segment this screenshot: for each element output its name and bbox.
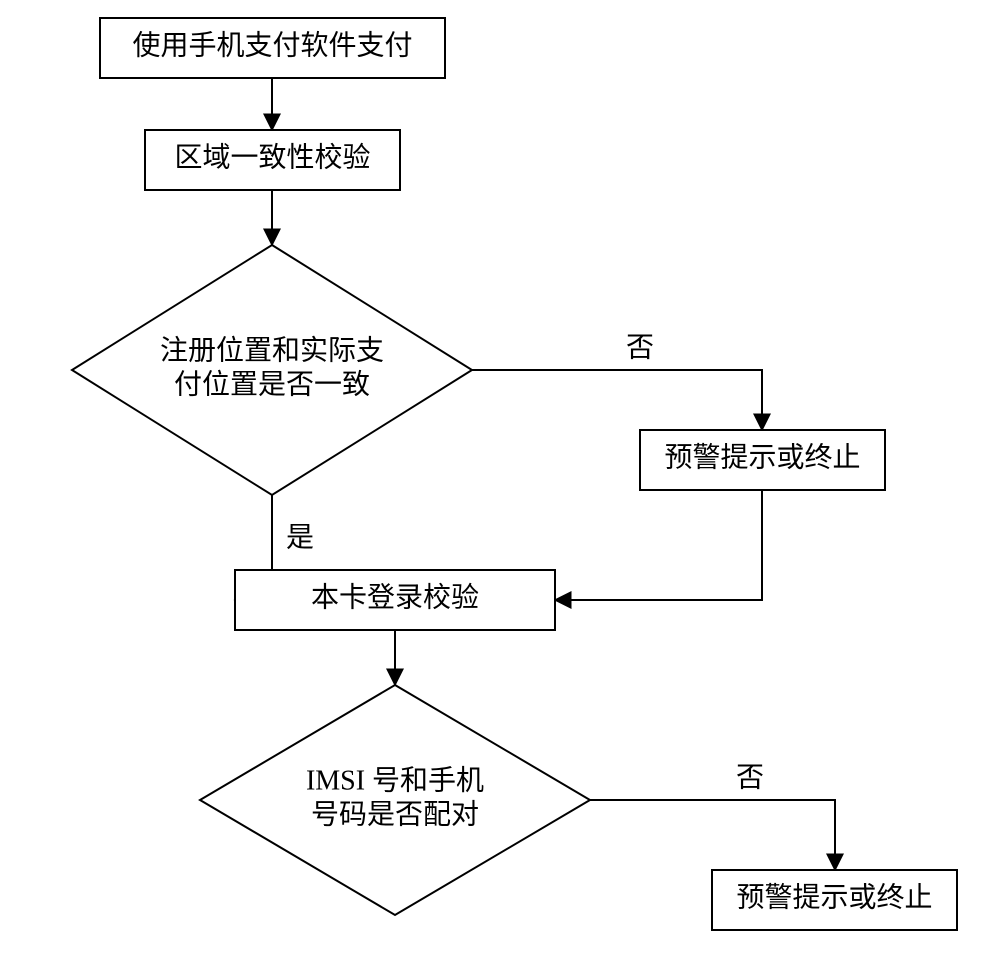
node-region_check-text-line-0: 区域一致性校验 (174, 141, 370, 173)
node-imsi_match-text-line-0: IMSI 号和手机 (306, 764, 484, 796)
node-warn1: 预警提示或终止 (640, 430, 885, 490)
node-card_check-text-line-0: 本卡登录校验 (311, 581, 479, 613)
edge-label-imsi_match-to-warn2: 否 (736, 762, 764, 793)
node-region_check: 区域一致性校验 (145, 130, 400, 190)
node-imsi_match-text-line-1: 号码是否配对 (311, 798, 479, 830)
node-start: 使用手机支付软件支付 (100, 18, 445, 78)
node-loc_match: 注册位置和实际支付位置是否一致 (72, 245, 472, 495)
nodes-layer: 使用手机支付软件支付区域一致性校验注册位置和实际支付位置是否一致预警提示或终止本… (72, 18, 957, 930)
node-imsi_match: IMSI 号和手机号码是否配对 (200, 685, 590, 915)
node-warn2: 预警提示或终止 (712, 870, 957, 930)
edge-warn1-to-card_check (555, 490, 762, 600)
node-loc_match-text-line-0: 注册位置和实际支 (160, 334, 384, 366)
node-start-text-line-0: 使用手机支付软件支付 (132, 29, 412, 61)
node-warn1-text-line-0: 预警提示或终止 (664, 441, 860, 473)
node-card_check: 本卡登录校验 (235, 570, 555, 630)
edge-label-loc_match-to-warn1: 否 (626, 332, 654, 363)
edge-loc_match-to-warn1 (472, 370, 762, 430)
node-warn2-text-line-0: 预警提示或终止 (736, 881, 932, 913)
edge-label-loc_match-to-card_check: 是 (286, 522, 314, 553)
edge-imsi_match-to-warn2 (590, 800, 835, 870)
node-loc_match-text-line-1: 付位置是否一致 (174, 368, 370, 400)
